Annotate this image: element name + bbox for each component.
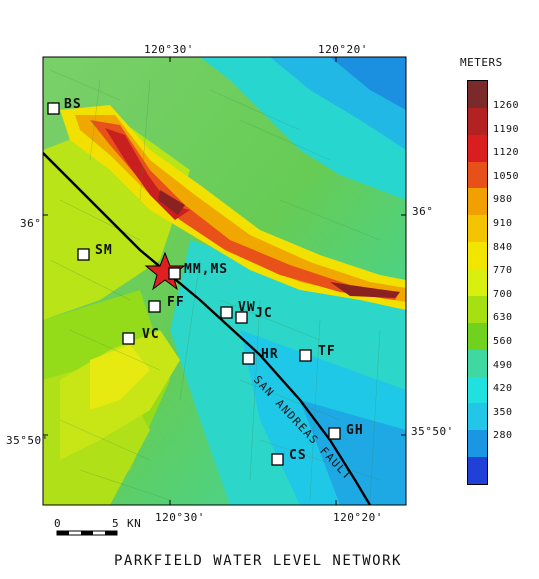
lat-left-36: 36°	[20, 217, 41, 230]
scale-bar	[57, 531, 117, 535]
station-marker-ff[interactable]	[149, 301, 160, 312]
lon-top-right: 120°20'	[318, 43, 368, 56]
station-marker-cs[interactable]	[272, 454, 283, 465]
station-label-vc: VC	[142, 327, 160, 342]
station-label-vw: VW	[238, 300, 256, 315]
colorbar-segment	[468, 377, 487, 404]
colorbar-segment	[468, 430, 487, 457]
station-label-cs: CS	[289, 448, 307, 463]
colorbar-segment	[468, 350, 487, 377]
scale-unit-label: KN	[127, 517, 141, 530]
station-label-mm: MM,MS	[184, 262, 228, 277]
station-label-jc: JC	[255, 306, 273, 321]
elevation-colorbar	[467, 80, 488, 485]
colorbar-tick-label: 1120	[493, 147, 519, 158]
page-title: PARKFIELD WATER LEVEL NETWORK	[114, 553, 402, 569]
lon-bottom-right: 120°20'	[333, 511, 383, 524]
station-marker-hr[interactable]	[243, 353, 254, 364]
station-label-tf: TF	[318, 344, 336, 359]
lat-left-3550: 35°50'	[6, 434, 49, 447]
colorbar-title: METERS	[460, 56, 503, 69]
colorbar-tick-label: 420	[493, 383, 513, 394]
colorbar-segment	[468, 188, 487, 215]
colorbar-tick-label: 560	[493, 336, 513, 347]
colorbar-segment	[468, 296, 487, 323]
colorbar-segment	[468, 162, 487, 189]
scale-five-label: 5	[112, 517, 119, 530]
colorbar-tick-label: 840	[493, 242, 513, 253]
lat-right-3550: 35°50'	[411, 425, 454, 438]
colorbar-segment	[468, 403, 487, 430]
station-label-sm: SM	[95, 243, 113, 258]
station-marker-sm[interactable]	[78, 249, 89, 260]
colorbar-segment	[468, 242, 487, 269]
colorbar-tick-label: 700	[493, 289, 513, 300]
colorbar-tick-label: 490	[493, 360, 513, 371]
colorbar-tick-label: 1190	[493, 124, 519, 135]
station-marker-vw[interactable]	[221, 307, 232, 318]
colorbar-segment	[468, 323, 487, 350]
colorbar-tick-label: 1260	[493, 100, 519, 111]
colorbar-segment	[468, 108, 487, 135]
colorbar-segment	[468, 215, 487, 242]
station-label-ff: FF	[167, 295, 185, 310]
station-label-gh: GH	[346, 423, 364, 438]
station-marker-vc[interactable]	[123, 333, 134, 344]
station-marker-bs[interactable]	[48, 103, 59, 114]
lon-top-left: 120°30'	[144, 43, 194, 56]
colorbar-segment	[468, 135, 487, 162]
colorbar-tick-label: 630	[493, 312, 513, 323]
colorbar-segment	[468, 269, 487, 296]
lon-bottom-left: 120°30'	[155, 511, 205, 524]
colorbar-segment	[468, 81, 487, 108]
station-label-hr: HR	[261, 347, 279, 362]
station-marker-mm[interactable]	[169, 268, 180, 279]
colorbar-tick-label: 770	[493, 265, 513, 276]
station-marker-tf[interactable]	[300, 350, 311, 361]
station-marker-gh[interactable]	[329, 428, 340, 439]
colorbar-tick-label: 910	[493, 218, 513, 229]
colorbar-tick-label: 1050	[493, 171, 519, 182]
colorbar-tick-label: 280	[493, 430, 513, 441]
lat-right-36: 36°	[412, 205, 433, 218]
scale-zero-label: 0	[54, 517, 61, 530]
colorbar-tick-label: 350	[493, 407, 513, 418]
colorbar-tick-label: 980	[493, 194, 513, 205]
station-label-bs: BS	[64, 97, 82, 112]
colorbar-segment	[468, 457, 487, 484]
